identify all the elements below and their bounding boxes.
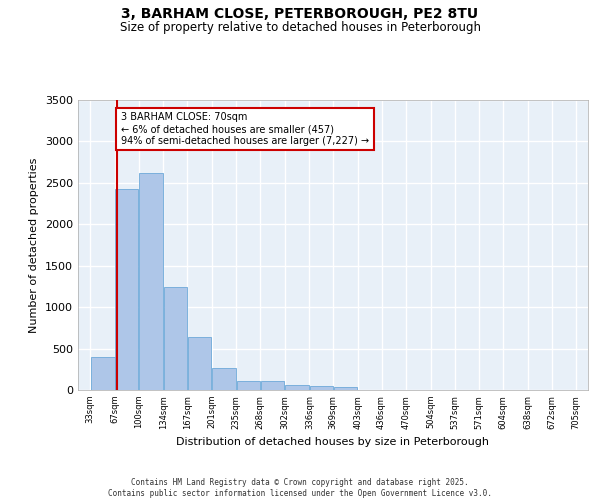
Bar [260, 381, 284, 390]
Bar [334, 387, 358, 390]
Text: 3, BARHAM CLOSE, PETERBOROUGH, PE2 8TU: 3, BARHAM CLOSE, PETERBOROUGH, PE2 8TU [121, 8, 479, 22]
Y-axis label: Number of detached properties: Number of detached properties [29, 158, 40, 332]
Bar [139, 173, 163, 390]
Bar [164, 288, 187, 390]
Bar [310, 386, 333, 390]
Bar [212, 368, 236, 390]
Text: Size of property relative to detached houses in Peterborough: Size of property relative to detached ho… [119, 21, 481, 34]
Bar [188, 337, 211, 390]
X-axis label: Distribution of detached houses by size in Peterborough: Distribution of detached houses by size … [176, 437, 490, 447]
Bar [115, 190, 139, 390]
Bar [285, 386, 309, 390]
Text: Contains HM Land Registry data © Crown copyright and database right 2025.
Contai: Contains HM Land Registry data © Crown c… [108, 478, 492, 498]
Bar [91, 357, 115, 390]
Text: 3 BARHAM CLOSE: 70sqm
← 6% of detached houses are smaller (457)
94% of semi-deta: 3 BARHAM CLOSE: 70sqm ← 6% of detached h… [121, 112, 369, 146]
Bar [236, 381, 260, 390]
